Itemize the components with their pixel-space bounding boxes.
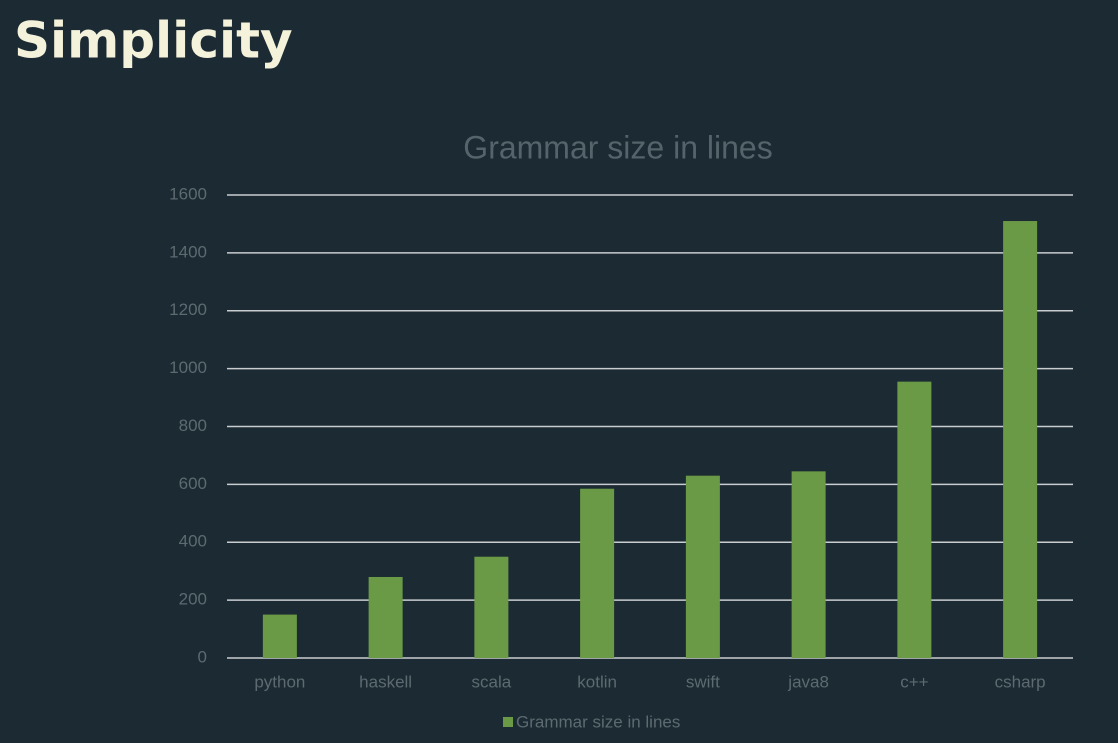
x-tick-label: kotlin: [577, 672, 617, 691]
bar: [897, 381, 932, 658]
y-tick-label: 600: [179, 474, 207, 493]
legend-label: Grammar size in lines: [516, 712, 680, 731]
x-tick-label: swift: [686, 672, 720, 691]
y-tick-label: 200: [179, 590, 207, 609]
x-tick-label: haskell: [359, 672, 412, 691]
x-tick-label: java8: [787, 672, 829, 691]
y-tick-label: 0: [198, 647, 207, 666]
legend-swatch: [503, 717, 513, 727]
bar: [262, 614, 297, 658]
bar: [685, 475, 720, 658]
y-tick-label: 400: [179, 532, 207, 551]
chart-title: Grammar size in lines: [463, 129, 772, 165]
bar: [580, 488, 615, 658]
x-tick-label: csharp: [995, 672, 1046, 691]
slide-title: Simplicity: [14, 12, 293, 70]
bar: [791, 471, 826, 658]
bar: [368, 576, 403, 658]
bar: [1003, 221, 1038, 658]
bar: [474, 556, 509, 658]
x-tick-label: c++: [900, 672, 928, 691]
x-tick-label: python: [254, 672, 305, 691]
y-tick-label: 1600: [169, 184, 207, 203]
y-tick-label: 1400: [169, 242, 207, 261]
y-tick-label: 1000: [169, 358, 207, 377]
y-tick-label: 1200: [169, 300, 207, 319]
x-tick-label: scala: [472, 672, 512, 691]
y-tick-label: 800: [179, 416, 207, 435]
